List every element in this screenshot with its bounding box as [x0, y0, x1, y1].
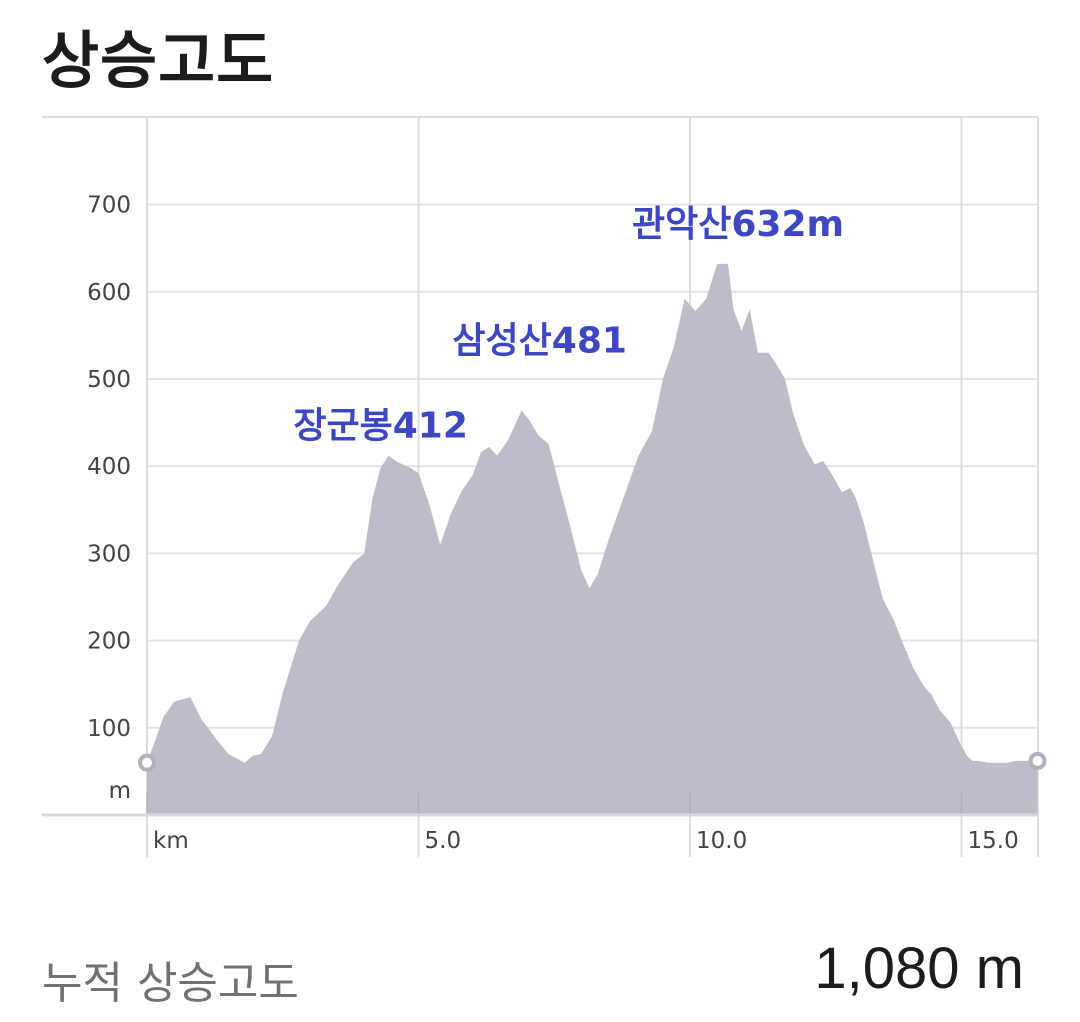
y-tick-label: 500 [87, 367, 131, 393]
x-tick-label: 10.0 [696, 828, 747, 854]
x-tick-label: 5.0 [425, 828, 462, 854]
x-tick-label: 15.0 [968, 828, 1019, 854]
y-tick-label: 700 [87, 193, 131, 219]
end-point-marker [1028, 751, 1047, 770]
peak-label: 장군봉412 [293, 406, 468, 447]
peak-label: 관악산632m [632, 204, 844, 245]
elevation-area [147, 263, 1038, 815]
y-tick-label: 100 [87, 716, 131, 742]
elevation-chart: m 100 200 300 400 500 600 700 km 5.0 10.0 15.0 장군봉41… [0, 100, 1080, 880]
cumulative-ascent-value: 1,080 m [814, 936, 1024, 1001]
y-tick-label: 300 [87, 541, 131, 567]
start-point-marker [138, 753, 156, 772]
cumulative-ascent-row: 누적 상승고도 1,080 m [42, 935, 1024, 1015]
page-title: 상승고도 [42, 24, 275, 97]
elevation-chart-svg: m 100 200 300 400 500 600 700 km 5.0 10.0 15.0 장군봉41… [42, 116, 1047, 857]
y-tick-label: 600 [87, 280, 131, 306]
y-tick-label: 200 [87, 629, 131, 655]
x-tick-label: km [153, 828, 189, 854]
y-tick-label: m [109, 778, 131, 804]
y-tick-label: 400 [87, 454, 131, 480]
cumulative-ascent-label: 누적 상승고도 [42, 958, 299, 1009]
peak-label: 삼성산481 [452, 320, 627, 361]
